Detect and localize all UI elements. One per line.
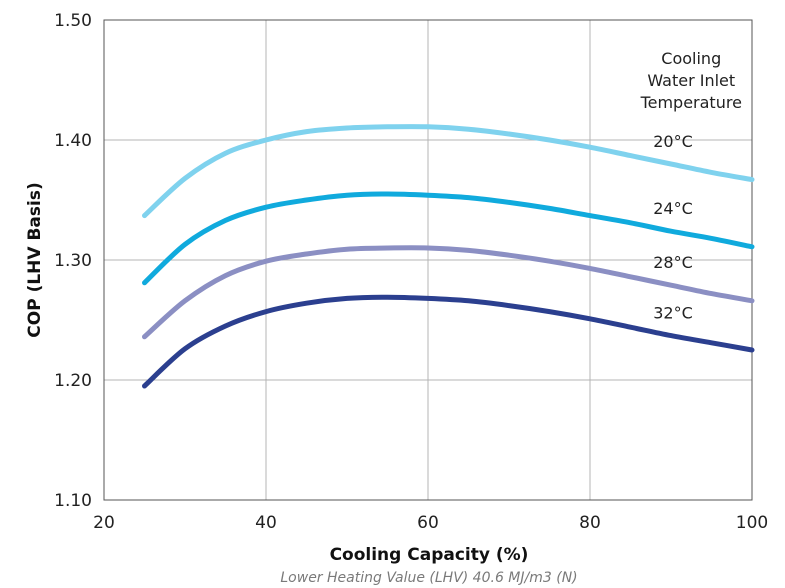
- legend-title-line: Cooling: [661, 49, 721, 68]
- plot-frame: [103, 19, 753, 501]
- y-tick-label: 1.20: [54, 371, 92, 391]
- series-line-24c: [142, 191, 755, 286]
- y-tick-label: 1.50: [54, 11, 92, 31]
- series-line-32c: [142, 294, 755, 389]
- series-line-20c: [142, 124, 755, 219]
- x-tick-label: 20: [93, 513, 115, 533]
- series-labels: 20°C 24°C 28°C 32°C: [653, 132, 693, 323]
- y-axis-title: COP (LHV Basis): [25, 182, 45, 337]
- series-label-24c: 24°C: [653, 199, 693, 218]
- x-axis-title: Cooling Capacity (%): [330, 545, 529, 565]
- x-tick-label: 40: [255, 513, 277, 533]
- legend-title-line: Water Inlet: [647, 71, 735, 90]
- x-tick-labels: 20 40 60 80 100: [93, 513, 768, 533]
- y-tick-label: 1.10: [54, 491, 92, 511]
- series-label-20c: 20°C: [653, 132, 693, 151]
- x-tick-label: 60: [417, 513, 439, 533]
- legend-title: Cooling Water Inlet Temperature: [640, 49, 742, 112]
- series-label-28c: 28°C: [653, 253, 693, 272]
- series-line-28c: [142, 245, 755, 340]
- grid-layer: [104, 20, 752, 500]
- lhv-note: Lower Heating Value (LHV) 40.6 MJ/m3 (N): [280, 570, 577, 586]
- x-tick-label: 80: [579, 513, 601, 533]
- series-label-32c: 32°C: [653, 304, 693, 323]
- series-layer: [142, 124, 755, 389]
- y-tick-label: 1.40: [54, 131, 92, 151]
- y-tick-labels: 1.10 1.20 1.30 1.40 1.50: [54, 11, 92, 511]
- legend-title-line: Temperature: [640, 93, 742, 112]
- x-tick-label: 100: [736, 513, 768, 533]
- y-tick-label: 1.30: [54, 251, 92, 271]
